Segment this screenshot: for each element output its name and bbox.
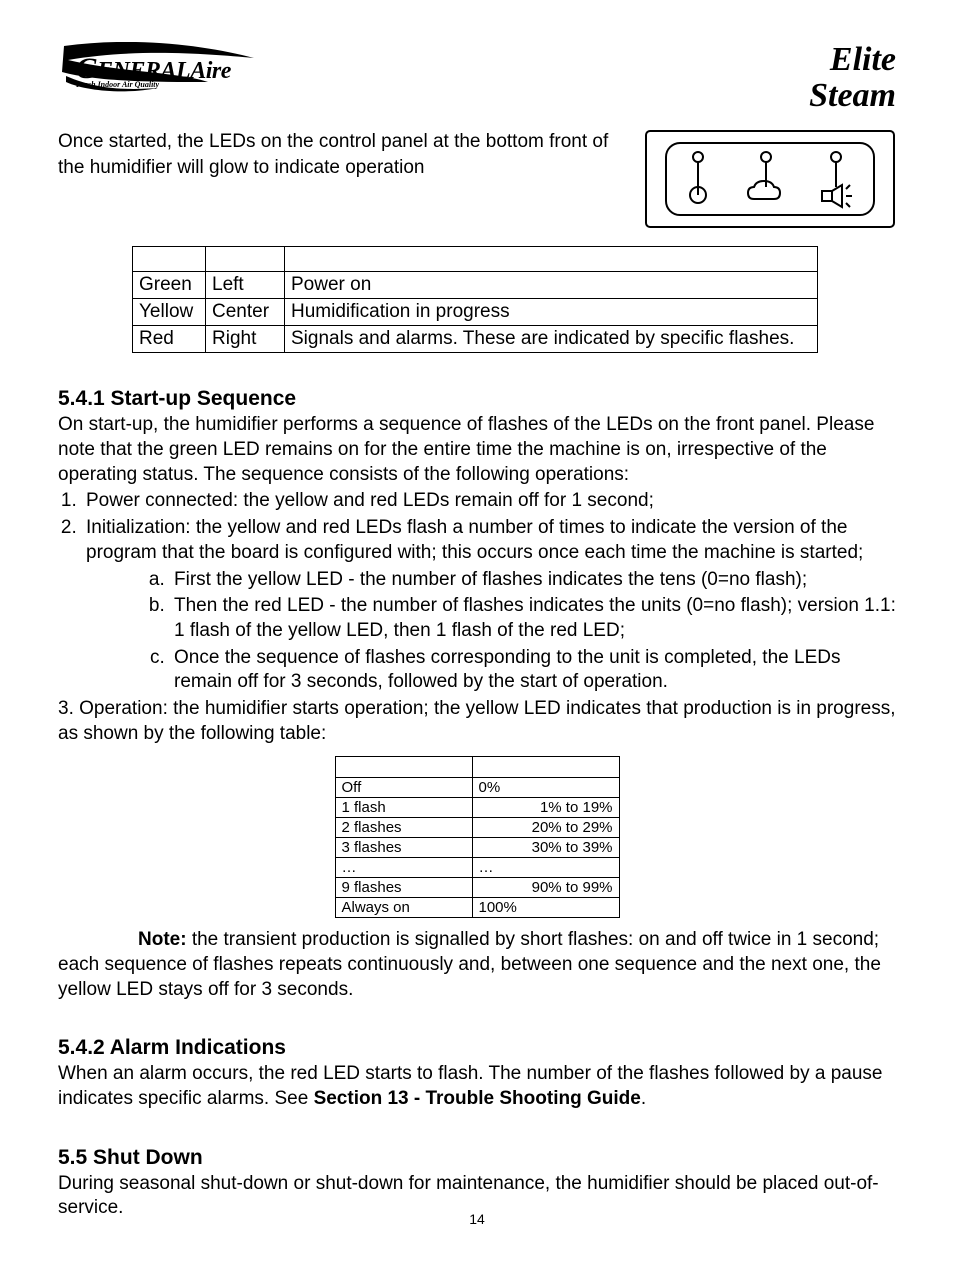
note-paragraph: Note: the transient production is signal…	[58, 928, 896, 1002]
logo: GENERALAire Fresh Indoor Air Quality	[58, 42, 258, 100]
table-row: Yellow Center Humidification in progress	[133, 299, 818, 326]
table-row: 9 flashes90% to 99%	[335, 878, 619, 898]
table-row: Red Right Signals and alarms. These are …	[133, 326, 818, 353]
section-startup-title: 5.4.1 Start-up Sequence	[58, 387, 896, 411]
control-panel-diagram	[644, 129, 896, 234]
page-header: GENERALAire Fresh Indoor Air Quality Eli…	[58, 42, 896, 113]
led-desc: Power on	[285, 272, 818, 299]
list-item: Once the sequence of flashes correspondi…	[170, 646, 896, 695]
section-startup-body: On start-up, the humidifier performs a s…	[58, 413, 896, 487]
table-row: 1 flash1% to 19%	[335, 798, 619, 818]
table-row: Always on100%	[335, 898, 619, 918]
brand-elite: Elite	[809, 42, 896, 78]
operation-paragraph: 3. Operation: the humidifier starts oper…	[58, 697, 896, 746]
list-item: First the yellow LED - the number of fla…	[170, 568, 896, 593]
table-row: ……	[335, 858, 619, 878]
table-row: Green Left Power on	[133, 272, 818, 299]
section-shutdown-title: 5.5 Shut Down	[58, 1146, 896, 1170]
led-table: Green Left Power on Yellow Center Humidi…	[132, 246, 818, 353]
list-item: Initialization: the yellow and red LEDs …	[82, 516, 896, 565]
section-alarm-title: 5.4.2 Alarm Indications	[58, 1036, 896, 1060]
note-bold: Note:	[138, 929, 187, 950]
troubleshoot-link: Section 13 - Trouble Shooting Guide	[314, 1088, 641, 1109]
list-item: Power connected: the yellow and red LEDs…	[82, 489, 896, 514]
list-item: Then the red LED - the number of flashes…	[170, 594, 896, 643]
startup-sub-list: First the yellow LED - the number of fla…	[58, 568, 896, 695]
flash-table: Off0% 1 flash1% to 19% 2 flashes20% to 2…	[335, 756, 620, 918]
table-row: 2 flashes20% to 29%	[335, 818, 619, 838]
brand-steam: Steam	[809, 78, 896, 114]
page-number: 14	[0, 1211, 954, 1227]
startup-sequence-list: Power connected: the yellow and red LEDs…	[58, 489, 896, 565]
table-row: 3 flashes30% to 39%	[335, 838, 619, 858]
section-alarm-body: When an alarm occurs, the red LED starts…	[58, 1062, 896, 1111]
led-color: Green	[133, 272, 206, 299]
intro-paragraph: Once started, the LEDs on the control pa…	[58, 129, 626, 180]
table-row: Off0%	[335, 778, 619, 798]
led-pos: Left	[206, 272, 285, 299]
logo-tagline: Fresh Indoor Air Quality	[76, 80, 159, 89]
brand-title: Elite Steam	[809, 42, 896, 113]
